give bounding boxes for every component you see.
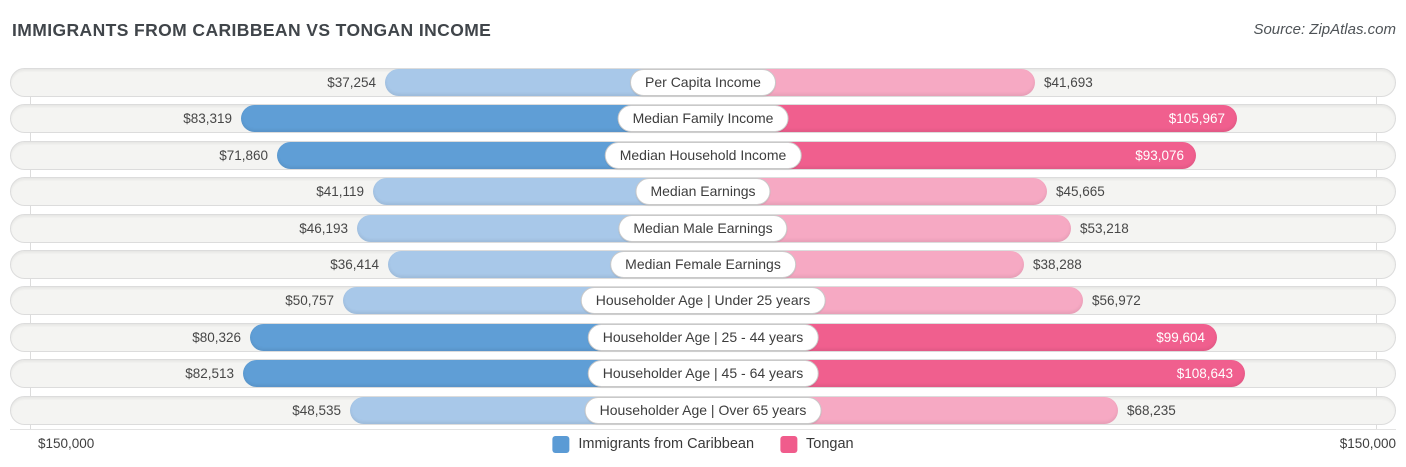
caribbean-value-label: $82,513 xyxy=(185,366,234,382)
chart-row: $82,513 $108,643 Householder Age | 45 - 64… xyxy=(10,359,1396,389)
category-pill: Per Capita Income xyxy=(630,69,776,96)
tongan-value-label: $53,218 xyxy=(1080,220,1129,236)
legend-swatch-icon xyxy=(780,435,798,453)
caribbean-value-label: $37,254 xyxy=(327,75,376,90)
page-title: IMMIGRANTS FROM CARIBBEAN VS TONGAN INCO… xyxy=(12,20,492,40)
tongan-value-label: $99,604 xyxy=(1156,329,1205,345)
legend: Immigrants from Caribbean Tongan xyxy=(552,432,854,456)
tongan-value-label: $45,665 xyxy=(1056,184,1105,200)
axis-max-right: $150,000 xyxy=(1339,436,1396,451)
left-axis-gridline xyxy=(30,68,31,429)
tongan-value-label: $93,076 xyxy=(1135,147,1184,163)
tongan-bar[interactable] xyxy=(703,105,1237,133)
category-pill: Householder Age | Over 65 years xyxy=(584,396,822,424)
category-pill: Householder Age | 45 - 64 years xyxy=(587,360,819,388)
tongan-value-label: $38,288 xyxy=(1033,256,1082,272)
category-pill: Householder Age | 25 - 44 years xyxy=(587,323,819,351)
category-pill: Median Household Income xyxy=(604,141,802,169)
tongan-value-label: $56,972 xyxy=(1092,293,1141,309)
tongan-value-label: $41,693 xyxy=(1044,75,1093,90)
legend-swatch-icon xyxy=(552,435,570,453)
source-credit: Source: ZipAtlas.com xyxy=(1253,21,1396,38)
chart-row: $71,860 $93,076 Median Household Income xyxy=(10,140,1396,170)
tongan-value-label: $105,967 xyxy=(1168,111,1225,127)
bar-rows-container: $37,254 $41,693 Per Capita Income $83,319 $1… xyxy=(10,68,1396,430)
legend-item-tongan[interactable]: Tongan xyxy=(780,432,854,456)
legend-item-caribbean[interactable]: Immigrants from Caribbean xyxy=(552,432,754,456)
chart-row: $36,414 $38,288 Median Female Earnings xyxy=(10,249,1396,279)
legend-label: Tongan xyxy=(806,436,854,452)
tongan-value-label: $68,235 xyxy=(1127,402,1176,418)
axis-row: $150,000 $150,000 Immigrants from Caribb… xyxy=(0,432,1406,456)
caribbean-value-label: $83,319 xyxy=(183,111,232,127)
chart-row: $48,535 $68,235 Householder Age | Over 65 … xyxy=(10,395,1396,425)
chart-row: $46,193 $53,218 Median Male Earnings xyxy=(10,213,1396,243)
category-pill: Median Female Earnings xyxy=(610,250,796,278)
caribbean-value-label: $36,414 xyxy=(330,256,379,272)
caribbean-value-label: $80,326 xyxy=(192,329,241,345)
tongan-value-label: $108,643 xyxy=(1176,366,1233,382)
category-pill: Median Earnings xyxy=(635,178,771,206)
right-axis-gridline xyxy=(1376,68,1377,429)
caribbean-value-label: $46,193 xyxy=(299,220,348,236)
caribbean-value-label: $48,535 xyxy=(292,402,341,418)
category-pill: Median Male Earnings xyxy=(618,214,788,242)
legend-label: Immigrants from Caribbean xyxy=(578,436,755,452)
chart-row: $37,254 $41,693 Per Capita Income xyxy=(10,68,1396,97)
caribbean-value-label: $50,757 xyxy=(285,293,334,309)
axis-max-left: $150,000 xyxy=(38,436,95,451)
caribbean-value-label: $41,119 xyxy=(316,184,364,200)
caribbean-value-label: $71,860 xyxy=(219,147,268,163)
chart-row: $83,319 $105,967 Median Family Income xyxy=(10,104,1396,134)
category-pill: Median Family Income xyxy=(617,105,789,133)
chart-row: $50,757 $56,972 Householder Age | Under 25… xyxy=(10,286,1396,316)
category-pill: Householder Age | Under 25 years xyxy=(580,287,826,315)
chart-row: $80,326 $99,604 Householder Age | 25 - 44 … xyxy=(10,322,1396,352)
chart-row: $41,119 $45,665 Median Earnings xyxy=(10,177,1396,207)
plot-area: $37,254 $41,693 Per Capita Income $83,319 $1… xyxy=(10,68,1396,430)
